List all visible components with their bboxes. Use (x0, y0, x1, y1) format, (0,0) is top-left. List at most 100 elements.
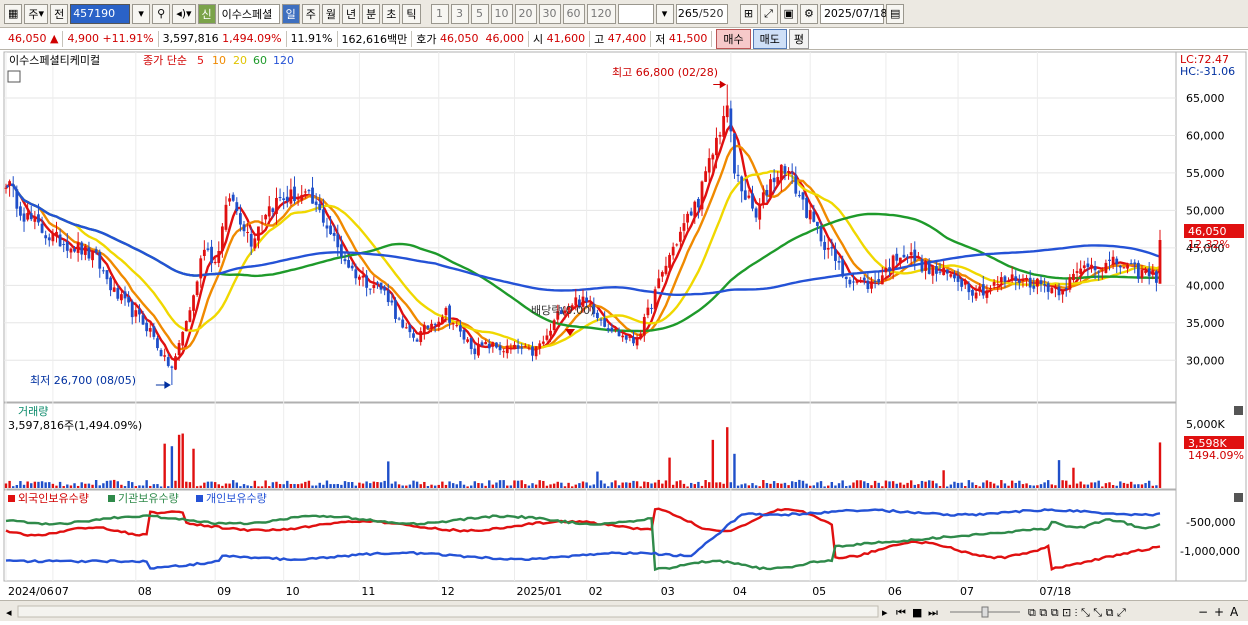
candle-86 (314, 193, 318, 213)
stop-icon[interactable]: ■ (912, 606, 922, 619)
candle-221 (801, 191, 805, 210)
ytick-label-6: 60,000 (1186, 129, 1225, 142)
candle-28 (105, 270, 109, 285)
code-dropdown-icon[interactable]: ▾ (132, 3, 151, 24)
volume-bar-302 (1093, 482, 1097, 488)
period-month[interactable]: 월 (321, 3, 341, 24)
volume-bar-208 (754, 485, 758, 488)
prev-button[interactable]: 전 (50, 3, 69, 24)
volume-bar-99 (361, 483, 365, 488)
current-price: 46,050 ▲ (4, 30, 64, 47)
candle-39 (145, 319, 149, 337)
candle-114 (415, 337, 419, 342)
volume-bar-227 (823, 486, 826, 488)
interval-60[interactable]: 60 (562, 3, 585, 24)
eval-button[interactable]: 평 (788, 28, 809, 49)
volume-bar-279 (1010, 480, 1014, 488)
period-minute[interactable]: 분 (362, 3, 381, 24)
volume-bar-251 (909, 480, 913, 488)
period-type-select[interactable]: 주 ▾ (24, 3, 49, 24)
legend-ma-5: 5 (197, 54, 204, 67)
interval-20[interactable]: 20 (514, 3, 537, 24)
interval-custom-input[interactable] (617, 3, 654, 24)
candle-195 (707, 148, 711, 184)
interval-3[interactable]: 3 (450, 3, 469, 24)
holdings-panel-close-icon[interactable] (1234, 493, 1243, 502)
interval-dropdown-icon[interactable]: ▾ (655, 3, 674, 24)
settings-icon[interactable]: ⚙ (799, 3, 818, 24)
first-icon[interactable]: ⏮ (896, 606, 906, 619)
scroll-right-icon[interactable]: ▸ (882, 606, 888, 619)
search-icon[interactable]: ⚲ (152, 3, 171, 24)
volume-bar-196 (711, 439, 715, 488)
sell-button[interactable]: 매도 (752, 28, 787, 49)
legend-individual-swatch (196, 495, 203, 502)
candle-66 (242, 220, 246, 237)
interval-120[interactable]: 120 (586, 3, 616, 24)
volume-bar-252 (913, 484, 916, 488)
volume-bar-121 (441, 481, 444, 488)
volume-bar-133 (484, 485, 487, 488)
volume-bar-9 (37, 481, 40, 488)
text-icon[interactable]: A (1230, 605, 1239, 619)
volume-bar-90 (329, 484, 332, 488)
candle-105 (383, 284, 387, 296)
candle-141 (513, 341, 516, 350)
interval-5[interactable]: 5 (470, 3, 489, 24)
candle-285 (1032, 277, 1036, 293)
candle-190 (689, 207, 693, 217)
candle-313 (1133, 259, 1137, 274)
stock-code-input[interactable]: 457190 (70, 3, 131, 24)
legend-ma-120: 120 (273, 54, 294, 67)
interval-1[interactable]: 1 (430, 3, 449, 24)
legend-ma-10: 10 (212, 54, 226, 67)
interval-10[interactable]: 10 (490, 3, 513, 24)
chart-menu-icon[interactable]: ▦ (4, 3, 23, 24)
period-week[interactable]: 주 (301, 3, 320, 24)
panel-table-icon[interactable] (7, 70, 21, 83)
period-day[interactable]: 일 (281, 3, 300, 24)
volume-bar-211 (765, 483, 769, 488)
volume-bar-194 (704, 480, 707, 488)
last-icon[interactable]: ⏭ (928, 606, 938, 619)
zoom-slider-handle[interactable] (981, 606, 989, 618)
candle-273 (989, 285, 992, 295)
zoom-in-icon[interactable]: + (1214, 605, 1224, 619)
volume-bar-253 (917, 484, 920, 488)
scrollbar-track[interactable] (17, 605, 879, 618)
period-year[interactable]: 년 (342, 3, 361, 24)
volume-bar-86 (314, 485, 318, 488)
period-tick[interactable]: 틱 (402, 3, 421, 24)
volume-bar-68 (250, 486, 253, 488)
holdings-line-institution (5, 514, 1161, 572)
interval-30[interactable]: 30 (538, 3, 561, 24)
candle-225 (816, 221, 819, 234)
zoom-out-icon[interactable]: − (1198, 605, 1208, 619)
new-badge[interactable]: 신 (197, 3, 216, 24)
candle-146 (531, 341, 534, 362)
draw-tool-icon[interactable]: ⤢ (759, 3, 778, 24)
crosshair-icon[interactable]: ⊞ (739, 3, 758, 24)
candle-91 (332, 224, 336, 242)
scroll-left-icon[interactable]: ◂ (6, 606, 12, 619)
volume-bar-192 (697, 481, 700, 488)
volume-bar-87 (318, 482, 321, 488)
stock-chart[interactable]: 30,000 35,000 40,000 45,000 50,000 55,000 60,0… (0, 50, 1248, 600)
save-icon[interactable]: ▣ (779, 3, 798, 24)
bar-count-input[interactable]: 265/520 (675, 3, 728, 24)
candle-185 (671, 242, 675, 260)
volume-panel-close-icon[interactable] (1234, 406, 1243, 415)
date-input[interactable]: 2025/07/18 (819, 3, 887, 24)
buy-button[interactable]: 매수 (716, 28, 751, 49)
volume-value-label: 3,597,816주(1,494.09%) (8, 419, 142, 432)
volume-bar-275 (996, 485, 999, 488)
volume-bar-283 (1025, 483, 1028, 488)
period-second[interactable]: 초 (382, 3, 401, 24)
calendar-icon[interactable]: ▤ (885, 3, 905, 24)
layout-icons[interactable]: ⧉ ⧉ ⧉ ⊡ ⫶ ⤡ ⤡ ⧉ ⤢ (1028, 606, 1126, 619)
volume-bar-265 (960, 482, 963, 488)
sound-icon[interactable]: ◂)▾ (172, 3, 196, 24)
volume-bar-288 (1043, 482, 1046, 488)
candle-5 (22, 207, 26, 232)
xtick-label-14: 07/18 (1039, 585, 1071, 598)
